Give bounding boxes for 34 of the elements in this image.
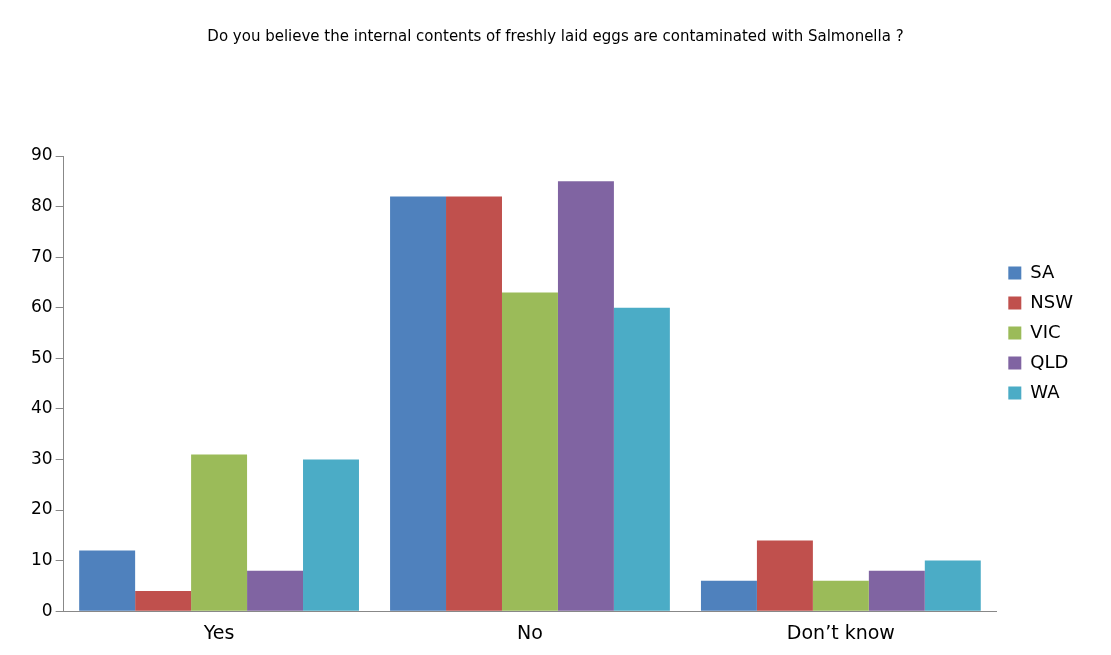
bar <box>247 570 304 611</box>
y-tick-label: 40 <box>30 397 53 418</box>
bar <box>191 454 248 611</box>
bar <box>613 307 670 611</box>
bar <box>501 292 558 611</box>
x-tick-label: No <box>517 620 543 643</box>
bar <box>79 550 136 611</box>
y-tick-label: 20 <box>30 498 53 519</box>
y-tick-label: 10 <box>30 549 53 570</box>
y-tick-label: 0 <box>41 599 53 620</box>
x-tick-label: Yes <box>202 620 235 643</box>
y-tick-label: 60 <box>30 296 53 317</box>
legend-label: WA <box>1030 380 1061 402</box>
bar <box>390 196 447 611</box>
bar <box>700 580 757 611</box>
legend-label: QLD <box>1030 350 1069 372</box>
bar <box>812 580 869 611</box>
chart-title: Do you believe the internal contents of freshly laid eggs are contaminated with Salmonella ? <box>207 26 904 45</box>
bar <box>868 570 925 611</box>
bar <box>557 181 614 611</box>
y-tick-label: 80 <box>30 195 53 215</box>
legend-label: NSW <box>1030 290 1074 312</box>
legend-label: SA <box>1030 260 1056 282</box>
bar <box>924 560 981 611</box>
x-tick-label: Don’t know <box>786 620 895 643</box>
y-tick-label: 70 <box>30 245 53 266</box>
bar <box>446 196 502 611</box>
y-tick-label: 30 <box>30 447 53 468</box>
bar <box>135 590 192 611</box>
legend-label: VIC <box>1030 320 1061 342</box>
bar <box>756 540 813 611</box>
bar <box>303 459 359 611</box>
y-tick-label: 90 <box>30 144 53 165</box>
y-tick-label: 50 <box>30 346 53 367</box>
